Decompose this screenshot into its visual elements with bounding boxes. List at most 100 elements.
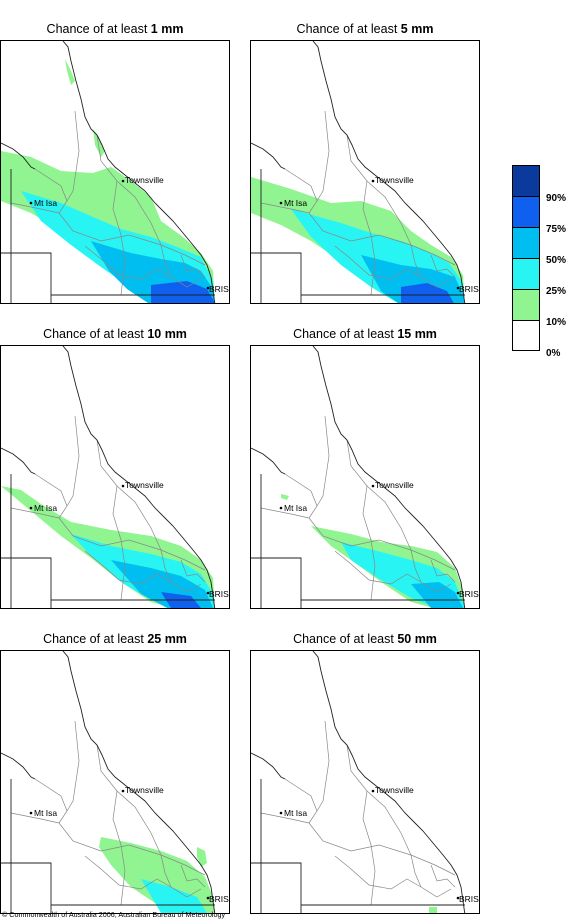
- district-line: [66, 415, 80, 507]
- district-line: [346, 439, 412, 551]
- mt-isa-label: Mt Isa: [284, 503, 307, 513]
- brisbane-marker: [456, 591, 460, 595]
- brisbane-label: BRIS: [209, 284, 229, 294]
- queensland-map: Townsville Mt Isa BRIS: [251, 346, 479, 608]
- brisbane-label: BRIS: [459, 894, 479, 904]
- probability-shading: [1, 59, 215, 303]
- queensland-map: Townsville Mt Isa BRIS: [1, 346, 229, 608]
- district-line: [334, 855, 452, 898]
- panel-title-amount: 5 mm: [400, 22, 434, 36]
- district-boundaries: [10, 720, 206, 906]
- district-line: [180, 864, 206, 888]
- panel-title-prefix: Chance of at least: [43, 632, 148, 646]
- gulf-coast: [1, 447, 36, 475]
- sa-border: [1, 862, 52, 913]
- east-coast: [312, 651, 466, 913]
- map-frame: Townsville Mt Isa BRIS: [0, 40, 230, 304]
- panel-title-amount: 15 mm: [397, 327, 437, 341]
- mt-isa-marker: [29, 811, 33, 815]
- panel-title-prefix: Chance of at least: [296, 22, 401, 36]
- district-line: [96, 134, 162, 246]
- brisbane-marker: [206, 591, 210, 595]
- legend-swatch-50: [512, 227, 540, 258]
- district-line: [96, 744, 162, 856]
- district-line: [34, 473, 68, 519]
- rain-area-10: [65, 59, 75, 85]
- copyright-notice: © Commonwealth of Australia 2006, Austra…: [2, 910, 226, 919]
- townsville-label: Townsville: [375, 480, 414, 490]
- panel-title-prefix: Chance of at least: [293, 632, 398, 646]
- district-line: [410, 549, 422, 583]
- map-frame: Townsville Mt Isa BRIS: [0, 650, 230, 914]
- panel-title: Chance of at least 1 mm: [0, 18, 230, 40]
- panel-title: Chance of at least 5 mm: [250, 18, 480, 40]
- brisbane-marker: [206, 286, 210, 290]
- townsville-label: Townsville: [375, 785, 414, 795]
- panel-title: Chance of at least 15 mm: [250, 323, 480, 345]
- district-line: [84, 245, 202, 288]
- district-line: [410, 854, 422, 888]
- sa-border: [251, 862, 302, 913]
- legend-swatch-75: [512, 196, 540, 227]
- district-line: [316, 110, 330, 202]
- district-line: [362, 485, 376, 601]
- rain-panel-2: Chance of at least 5 mm Townsville Mt Isa B…: [250, 18, 480, 304]
- townsville-marker: [121, 789, 125, 793]
- brisbane-marker: [206, 896, 210, 900]
- coastline: [251, 651, 466, 913]
- sa-border: [1, 557, 52, 608]
- rain-area-10: [197, 847, 207, 867]
- panel-title-prefix: Chance of at least: [293, 327, 398, 341]
- district-line: [10, 812, 206, 876]
- district-line: [84, 550, 202, 593]
- rain-panel-3: Chance of at least 10 mm Townsville Mt Isa…: [0, 323, 230, 609]
- legend-swatch-10: [512, 289, 540, 320]
- district-line: [284, 473, 318, 519]
- mt-isa-marker: [279, 201, 283, 205]
- map-frame: Townsville Mt Isa BRIS: [250, 40, 480, 304]
- mt-isa-marker: [29, 201, 33, 205]
- mt-isa-label: Mt Isa: [34, 808, 57, 818]
- map-frame: Townsville Mt Isa BRIS: [0, 345, 230, 609]
- probability-shading: [281, 494, 465, 608]
- district-line: [316, 720, 330, 812]
- district-line: [346, 744, 412, 856]
- mt-isa-marker: [29, 506, 33, 510]
- east-coast: [312, 346, 466, 608]
- panel-title: Chance of at least 50 mm: [250, 628, 480, 650]
- queensland-map: Townsville Mt Isa BRIS: [251, 41, 479, 303]
- district-line: [96, 439, 162, 551]
- district-line: [260, 812, 456, 876]
- brisbane-label: BRIS: [459, 284, 479, 294]
- district-boundaries: [10, 110, 206, 296]
- coastline: [251, 346, 466, 608]
- district-line: [84, 855, 202, 898]
- district-line: [316, 415, 330, 507]
- rain-area-75: [401, 283, 454, 303]
- rain-area-25: [141, 879, 207, 913]
- legend-label-75: 75%: [546, 224, 567, 235]
- district-line: [160, 244, 172, 278]
- district-boundaries: [260, 720, 456, 906]
- district-line: [34, 778, 68, 824]
- mt-isa-label: Mt Isa: [34, 198, 57, 208]
- mt-isa-marker: [279, 811, 283, 815]
- panel-title-prefix: Chance of at least: [43, 327, 148, 341]
- district-line: [66, 110, 80, 202]
- legend-label-50: 50%: [546, 255, 567, 266]
- district-line: [430, 254, 456, 278]
- district-line: [430, 559, 456, 583]
- legend-swatch-25: [512, 258, 540, 289]
- district-line: [334, 550, 452, 593]
- sa-border: [251, 557, 302, 608]
- panel-title-amount: 25 mm: [147, 632, 187, 646]
- coastline: [1, 651, 216, 913]
- district-line: [346, 134, 412, 246]
- coastline: [1, 346, 216, 608]
- townsville-marker: [371, 179, 375, 183]
- mt-isa-marker: [279, 506, 283, 510]
- probability-legend: 90% 75% 50% 25% 10% 0%: [512, 165, 568, 365]
- district-line: [334, 245, 452, 288]
- district-line: [160, 854, 172, 888]
- queensland-map: Townsville Mt Isa BRIS: [251, 651, 479, 913]
